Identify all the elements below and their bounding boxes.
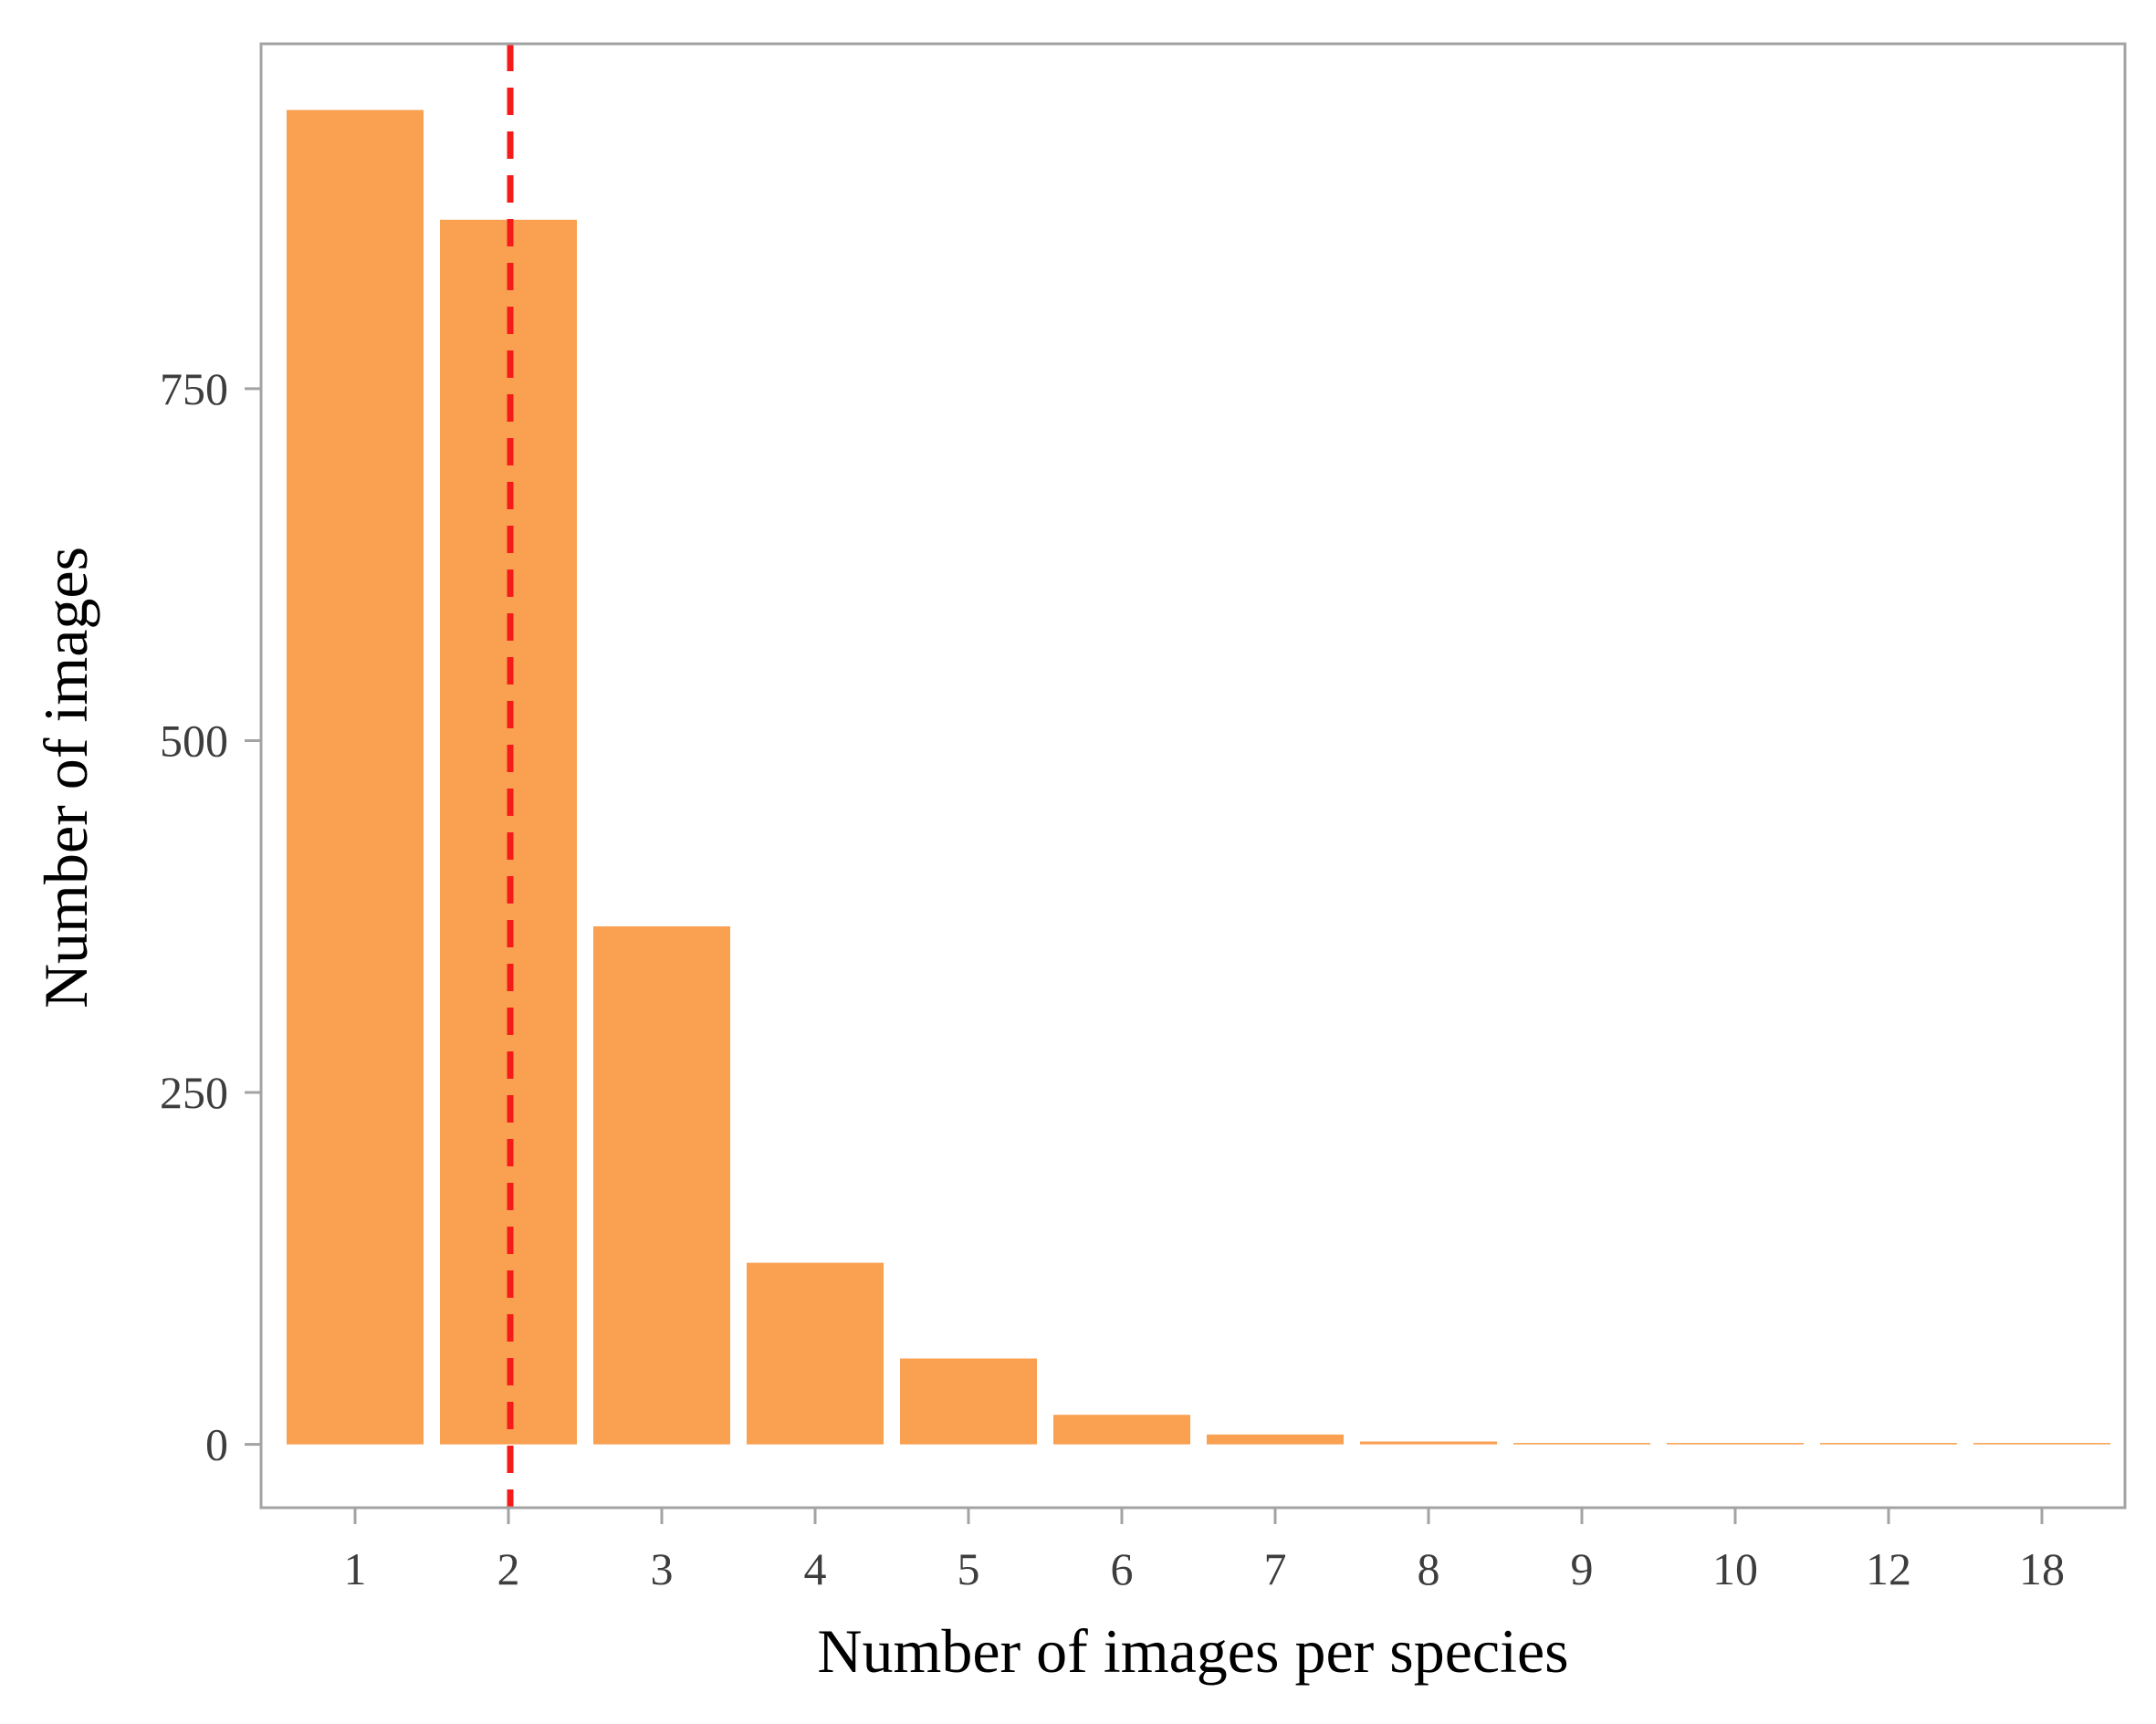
- x-tick-label-12: 12: [1866, 1543, 1911, 1594]
- x-axis-title: Number of images per species: [817, 1616, 1568, 1686]
- bar-8: [1360, 1441, 1497, 1445]
- x-axis: 1 2 3 4 5 6 7 8 9 10 12 18: [344, 1508, 2065, 1594]
- bar-9: [1513, 1443, 1650, 1445]
- y-axis: 0 250 500 750: [160, 363, 261, 1470]
- y-tick-label-500: 500: [160, 715, 228, 766]
- y-axis-title: Number of images: [31, 547, 100, 1008]
- bar-7: [1207, 1434, 1344, 1445]
- x-tick-label-9: 9: [1571, 1543, 1594, 1594]
- x-tick-label-5: 5: [958, 1543, 980, 1594]
- x-tick-label-1: 1: [344, 1543, 367, 1594]
- bar-10: [1667, 1443, 1804, 1445]
- x-tick-label-18: 18: [2019, 1543, 2065, 1594]
- x-tick-label-4: 4: [804, 1543, 827, 1594]
- y-tick-label-0: 0: [205, 1419, 228, 1470]
- bar-18: [1973, 1443, 2110, 1445]
- bar-4: [747, 1262, 884, 1445]
- bars-group: [287, 110, 2110, 1445]
- bar-1: [287, 110, 424, 1445]
- x-tick-label-7: 7: [1264, 1543, 1287, 1594]
- bar-12: [1820, 1443, 1957, 1445]
- x-tick-label-8: 8: [1418, 1543, 1440, 1594]
- x-tick-label-6: 6: [1111, 1543, 1134, 1594]
- x-tick-label-3: 3: [651, 1543, 674, 1594]
- x-tick-label-2: 2: [497, 1543, 520, 1594]
- y-tick-label-750: 750: [160, 363, 228, 414]
- bar-5: [900, 1358, 1037, 1445]
- y-tick-label-250: 250: [160, 1067, 228, 1118]
- x-tick-label-10: 10: [1712, 1543, 1758, 1594]
- bar-3: [593, 926, 730, 1445]
- bar-6: [1053, 1415, 1190, 1445]
- plot-frame: [259, 42, 2127, 1510]
